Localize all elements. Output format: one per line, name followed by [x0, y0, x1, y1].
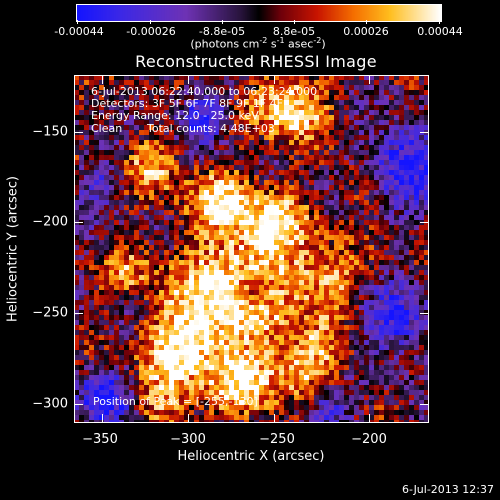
x-tick: [188, 414, 189, 422]
y-tick-label: −250: [32, 305, 68, 321]
x-tick: [102, 414, 103, 422]
colorbar-tick-label: -0.00026: [126, 25, 176, 38]
detectors-annotation: Detectors: 3F 5F 6F 7F 8F 9F 1F 4F: [91, 97, 283, 110]
colorbar-tick: [222, 20, 223, 24]
y-tick-label: −300: [32, 396, 68, 412]
y-tick-label: −200: [32, 214, 68, 230]
y-tick: [75, 222, 83, 223]
y-tick-right: [420, 222, 428, 223]
energy-range-annotation: Energy Range: 12.0 - 25.0 keV: [91, 109, 259, 122]
colorbar-tick-label: 0.00044: [417, 25, 463, 38]
y-tick: [75, 313, 83, 314]
x-tick: [274, 414, 275, 422]
x-tick-label: −200: [351, 432, 387, 447]
colorbar-tick-label: -0.00044: [54, 25, 104, 38]
x-tick-top: [188, 76, 189, 84]
colorbar: [76, 4, 442, 22]
peak-position-annotation: Position of Peak = [-255,-130]: [93, 395, 258, 408]
colorbar-tick-label: 8.8e-05: [272, 25, 316, 38]
y-tick-right: [420, 132, 428, 133]
total-counts-annotation: Total counts: 4.48E+03: [147, 122, 275, 135]
x-axis-label: Heliocentric X (arcsec): [177, 449, 325, 464]
time-range-annotation: 6-Jul-2013 06:22:40.000 to 06:23:24.000: [91, 85, 318, 98]
colorbar-tick-label: 0.00026: [343, 25, 389, 38]
x-tick-label: −300: [170, 432, 206, 447]
y-tick-right: [420, 313, 428, 314]
y-tick: [75, 404, 83, 405]
y-tick: [75, 132, 83, 133]
x-tick-label: −250: [259, 432, 295, 447]
x-tick-label: −350: [82, 432, 118, 447]
y-tick-right: [420, 404, 428, 405]
y-tick-label: −150: [32, 124, 68, 140]
colorbar-tick: [366, 20, 367, 24]
colorbar-unit-label: (photons cm-2 s-1 asec-2): [190, 36, 326, 51]
colorbar-tick: [439, 20, 440, 24]
x-tick: [369, 414, 370, 422]
colorbar-tick: [77, 20, 78, 24]
plot-timestamp: 6-Jul-2013 12:37: [401, 483, 494, 496]
colorbar-tick: [150, 20, 151, 24]
colorbar-tick-label: -8.8e-05: [198, 25, 246, 38]
x-tick-top: [369, 76, 370, 84]
rhessi-image-heatmap: [74, 75, 429, 423]
clean-annotation: Clean: [91, 122, 123, 135]
plot-title: Reconstructed RHESSI Image: [135, 52, 377, 71]
x-tick-top: [274, 76, 275, 84]
y-axis-label: Heliocentric Y (arcsec): [5, 176, 21, 322]
colorbar-tick: [294, 20, 295, 24]
x-tick-top: [102, 76, 103, 84]
